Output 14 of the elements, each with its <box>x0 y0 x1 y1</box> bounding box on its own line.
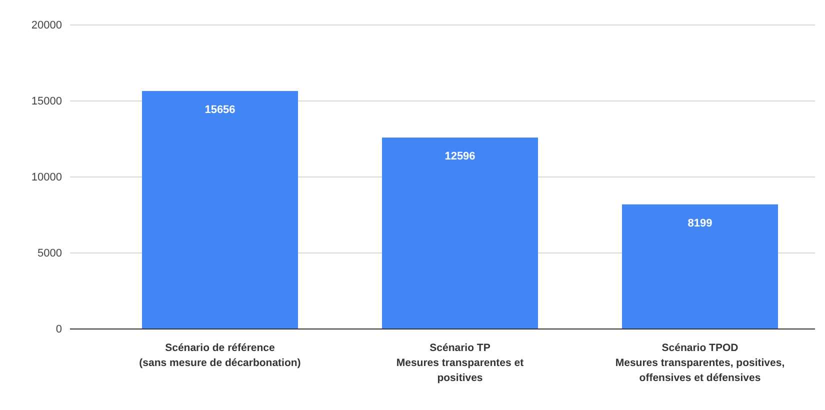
data-label: 15656 <box>204 104 236 116</box>
y-tick-label: 20000 <box>31 20 62 32</box>
y-tick-label: 5000 <box>38 248 62 260</box>
x-tick-label: Scénario TP Mesures transparentes et positives <box>396 342 524 384</box>
bar <box>622 204 778 329</box>
bar <box>142 91 298 329</box>
data-label: 12596 <box>444 150 476 163</box>
x-tick-label: Scénario TPOD Mesures transparentes, positives, offensives et défensives <box>615 342 785 384</box>
y-tick-label: 10000 <box>31 172 62 184</box>
data-label: 8199 <box>688 217 712 230</box>
bar <box>382 138 538 329</box>
y-tick-label: 15000 <box>31 96 62 108</box>
y-tick-label: 0 <box>56 324 62 336</box>
x-tick-label: Scénario de référence (sans mesure de décarbonation) <box>139 342 301 369</box>
